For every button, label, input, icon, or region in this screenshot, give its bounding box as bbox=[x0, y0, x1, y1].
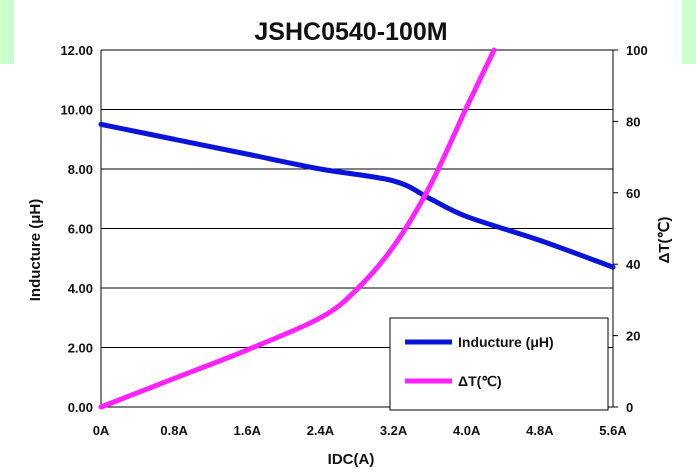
y-tick-label: 0.00 bbox=[68, 400, 93, 415]
legend-label-temperature: ΔT(℃) bbox=[458, 373, 502, 389]
x-tick-label: 2.4A bbox=[307, 423, 335, 438]
legend-box bbox=[389, 317, 609, 411]
y2-tick-label: 60 bbox=[626, 186, 640, 201]
right-accent-band bbox=[682, 0, 696, 64]
y2-tick-label: 40 bbox=[626, 257, 640, 272]
x-tick-label: 0.8A bbox=[160, 423, 188, 438]
tick-labels: 0.00 2.00 4.00 6.00 8.00 10.00 12.00 0 20 40 60 80 1… bbox=[60, 43, 647, 438]
y-tick-label: 2.00 bbox=[68, 341, 93, 356]
y-tick-label: 8.00 bbox=[68, 162, 93, 177]
y2-tick-label: 20 bbox=[626, 329, 640, 344]
y2-tick-label: 80 bbox=[626, 114, 640, 129]
inductance-series-line bbox=[98, 121, 616, 270]
y-tick-label: 12.00 bbox=[60, 43, 93, 58]
legend: Inducture (μH) ΔT(℃) bbox=[389, 317, 609, 411]
x-tick-label: 3.2A bbox=[380, 423, 408, 438]
x-tick-label: 1.6A bbox=[234, 423, 262, 438]
x-tick-label: 4.8A bbox=[526, 423, 554, 438]
y-tick-label: 6.00 bbox=[68, 222, 93, 237]
y-tick-label: 4.00 bbox=[68, 281, 93, 296]
temperature-series-line bbox=[98, 47, 497, 410]
plot-frame bbox=[100, 49, 618, 408]
series-layer bbox=[98, 47, 616, 410]
y2-axis-label: ΔT(℃) bbox=[656, 217, 673, 264]
left-accent-band bbox=[0, 0, 14, 64]
chart-title: JSHC0540-100M bbox=[254, 18, 447, 46]
y-axis-label: Inducture (μH) bbox=[27, 199, 44, 302]
y2-tick-label: 0 bbox=[626, 400, 633, 415]
y-tick-label: 10.00 bbox=[60, 103, 93, 118]
x-tick-label: 5.6A bbox=[599, 423, 627, 438]
x-axis-label: IDC(A) bbox=[328, 451, 375, 468]
y2-tick-label: 100 bbox=[626, 43, 648, 58]
x-tick-label: 0A bbox=[93, 423, 110, 438]
legend-label-inductance: Inducture (μH) bbox=[458, 334, 554, 350]
x-tick-label: 4.0A bbox=[453, 423, 481, 438]
